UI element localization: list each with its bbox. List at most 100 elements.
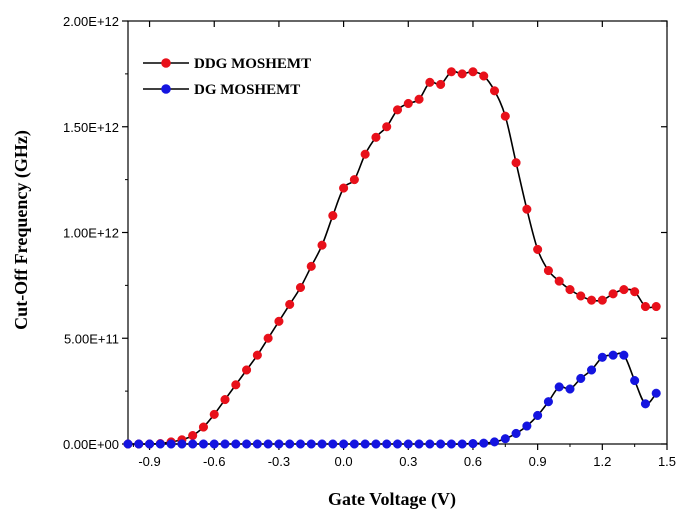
data-point-0 — [576, 291, 586, 301]
data-point-1 — [285, 439, 295, 449]
data-point-0 — [565, 285, 575, 295]
x-tick-label: 0.6 — [464, 454, 482, 469]
data-point-0 — [198, 422, 209, 432]
data-point-1 — [349, 439, 359, 449]
y-tick-label: 1.00E+12 — [63, 226, 119, 241]
data-point-1 — [425, 439, 435, 449]
data-point-1 — [457, 439, 467, 449]
data-point-0 — [425, 77, 435, 87]
series-line-0 — [128, 70, 657, 445]
data-point-1 — [274, 439, 284, 449]
data-point-1 — [339, 439, 349, 449]
data-point-0 — [274, 316, 284, 326]
y-tick-label: 0.00E+00 — [63, 437, 119, 452]
data-point-1 — [651, 388, 661, 398]
data-point-1 — [198, 439, 209, 449]
legend-label: DG MOSHEMT — [194, 82, 300, 98]
data-point-1 — [586, 365, 597, 375]
data-point-1 — [446, 439, 456, 449]
data-point-1 — [317, 439, 327, 449]
data-point-0 — [306, 261, 316, 271]
data-point-1 — [468, 439, 478, 449]
data-point-1 — [360, 439, 370, 449]
data-point-0 — [468, 67, 478, 77]
data-point-1 — [489, 437, 500, 447]
x-tick-label: 0.0 — [335, 454, 353, 469]
data-point-1 — [263, 439, 273, 449]
data-point-0 — [371, 132, 381, 142]
data-point-1 — [543, 397, 553, 407]
x-tick-label: -0.6 — [203, 454, 225, 469]
data-point-0 — [285, 299, 295, 309]
data-point-1 — [145, 439, 155, 449]
data-point-0 — [554, 276, 564, 286]
data-point-1 — [436, 439, 446, 449]
data-point-0 — [382, 122, 392, 132]
data-point-0 — [608, 289, 618, 299]
data-point-1 — [392, 439, 403, 449]
data-point-1 — [608, 350, 618, 360]
data-point-0 — [263, 333, 273, 343]
data-point-0 — [457, 69, 467, 79]
data-point-0 — [328, 211, 338, 221]
data-point-0 — [630, 287, 640, 297]
data-point-0 — [360, 149, 370, 159]
data-point-0 — [522, 204, 532, 214]
y-tick-label: 5.00E+11 — [64, 331, 119, 346]
data-point-0 — [188, 430, 198, 441]
data-point-0 — [220, 395, 230, 405]
data-point-1 — [220, 439, 230, 449]
data-point-1 — [522, 421, 532, 431]
data-point-0 — [414, 94, 424, 104]
data-point-0 — [339, 183, 349, 193]
x-tick-label: 1.2 — [593, 454, 611, 469]
data-point-1 — [500, 434, 510, 444]
data-point-0 — [651, 301, 661, 312]
data-point-1 — [630, 376, 640, 386]
data-point-1 — [155, 439, 165, 449]
y-tick-label: 1.50E+12 — [63, 120, 119, 135]
data-point-0 — [242, 365, 252, 375]
data-point-0 — [209, 409, 219, 419]
data-point-1 — [231, 439, 241, 449]
data-point-0 — [586, 295, 597, 305]
data-point-0 — [511, 158, 521, 168]
data-point-0 — [392, 105, 403, 115]
data-point-1 — [414, 439, 424, 449]
data-point-1 — [619, 350, 629, 360]
data-point-0 — [446, 67, 456, 77]
data-point-1 — [242, 439, 252, 449]
data-point-1 — [382, 439, 392, 449]
data-point-0 — [231, 380, 241, 390]
data-point-1 — [188, 439, 198, 449]
data-point-1 — [306, 439, 316, 449]
data-point-1 — [576, 373, 586, 383]
data-point-0 — [597, 295, 607, 305]
data-point-0 — [479, 71, 489, 81]
data-point-1 — [640, 399, 650, 409]
data-point-1 — [479, 438, 489, 448]
data-point-0 — [500, 111, 510, 121]
legend-marker — [161, 58, 171, 68]
data-point-1 — [134, 439, 144, 449]
data-point-0 — [252, 350, 262, 360]
data-point-1 — [252, 439, 262, 449]
data-point-0 — [640, 301, 650, 312]
axes: -0.9 -0.6 -0.3 0.0 0.3 0.6 0.9 1.2 1.5 0.00E+00 5.… — [63, 14, 676, 469]
legend-marker — [161, 84, 171, 94]
series-line-1 — [128, 352, 657, 445]
data-point-1 — [597, 352, 607, 362]
data-point-0 — [489, 86, 500, 96]
data-point-0 — [619, 285, 629, 295]
x-tick-label: 1.5 — [658, 454, 676, 469]
x-axis-title: Gate Voltage (V) — [328, 489, 456, 510]
data-point-1 — [533, 410, 543, 420]
data-point-1 — [403, 439, 413, 449]
data-point-1 — [209, 439, 219, 449]
x-tick-label: 0.3 — [399, 454, 417, 469]
y-tick-label: 2.00E+12 — [63, 14, 119, 29]
x-tick-label: -0.9 — [138, 454, 160, 469]
data-series — [123, 67, 661, 449]
legend: DDG MOSHEMT DG MOSHEMT — [143, 56, 311, 98]
